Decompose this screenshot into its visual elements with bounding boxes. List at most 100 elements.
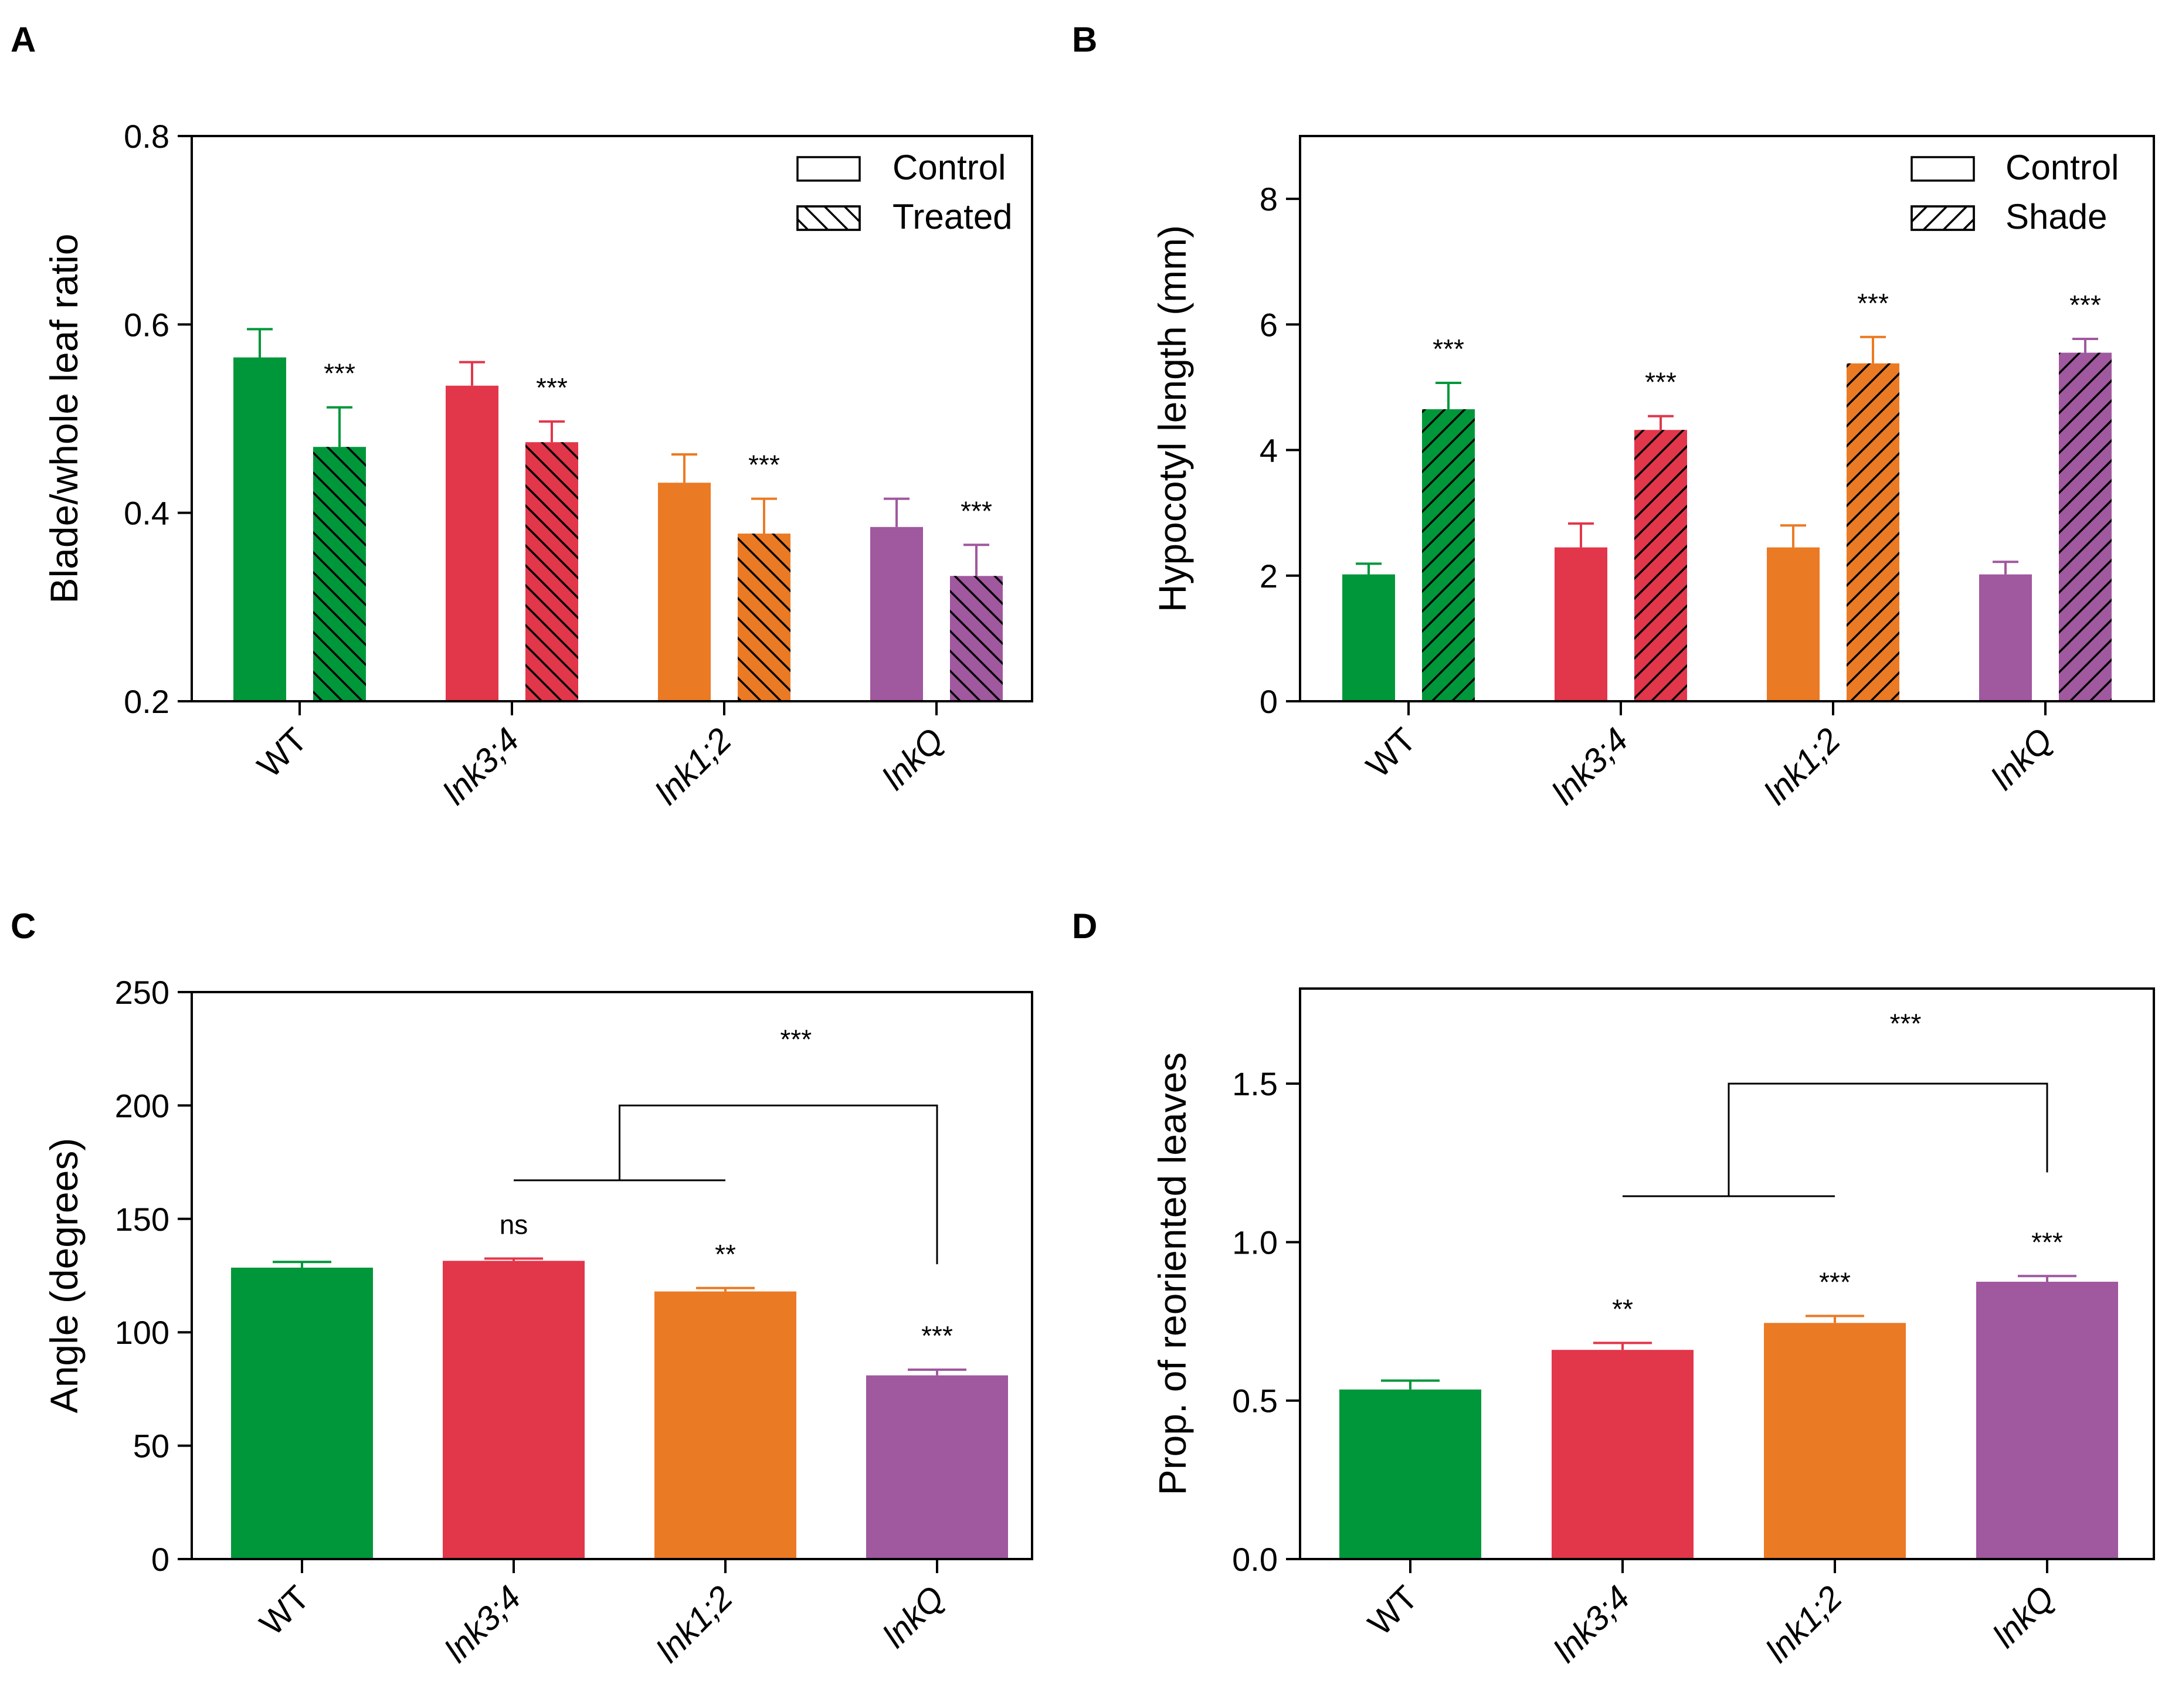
significance-label: *** — [2031, 1227, 2063, 1257]
panel-b: B WT lnk3;4 lnk1;2 lnkQ 0 2 4 6 8 Hypocotyl length… — [1072, 20, 2155, 812]
bar-hatch-lnk3-4-shade — [1634, 430, 1687, 701]
y-tick-label: 8 — [1260, 181, 1278, 218]
bar-lnk1-2-control — [1767, 547, 1820, 701]
y-tick-label: 1.0 — [1232, 1224, 1278, 1261]
bar-hatch-lnkq-shade — [2059, 352, 2112, 701]
category-label-wt: WT — [252, 1578, 317, 1643]
bar-wt-proportion — [1339, 1389, 1481, 1559]
bar-lnk1-2-angle — [654, 1291, 796, 1559]
plot-frame — [1299, 135, 2155, 702]
bar-lnk3-4-angle — [443, 1261, 585, 1559]
significance-label: *** — [1819, 1266, 1851, 1297]
y-tick-label: 0.2 — [124, 683, 169, 720]
significance-label: ** — [715, 1239, 736, 1269]
significance-label: ns — [500, 1209, 528, 1240]
legend-label-shade: Shade — [2005, 197, 2108, 236]
error-bar-lnk1-2-shade — [1860, 335, 1886, 364]
bar-hatch-lnk1-2-shade — [1847, 363, 1899, 701]
category-label-wt: WT — [1359, 721, 1423, 785]
y-axis-title: Prop. of reoriented leaves — [1151, 1052, 1194, 1496]
plot-frame — [191, 135, 1033, 702]
bar-hatch-wt-shade — [1422, 409, 1475, 701]
legend-swatch-control — [796, 156, 861, 182]
category-label-lnkq: lnkQ — [875, 721, 951, 797]
category-label-lnk1-2: lnk1;2 — [1757, 721, 1848, 811]
category-label-lnk1-2: lnk1;2 — [648, 721, 739, 811]
y-tick-label: 200 — [115, 1087, 169, 1124]
error-bar-wt-control — [1356, 562, 1382, 575]
plot-frame — [191, 991, 1033, 1560]
error-bar-lnk1-2-angle — [696, 1286, 755, 1292]
y-tick-label: 0.8 — [124, 118, 169, 155]
bar-hatch-wt-treated — [313, 447, 366, 701]
y-axis-title: Angle (degrees) — [42, 1138, 86, 1414]
y-tick-label: 0 — [151, 1541, 169, 1578]
category-label-wt: WT — [250, 721, 314, 785]
bracket-significance-label: *** — [1890, 1008, 1922, 1039]
category-label-lnk1-2: lnk1;2 — [649, 1578, 740, 1669]
error-bar-lnk1-2-control — [671, 453, 697, 483]
error-bar-lnkq-angle — [908, 1369, 966, 1376]
y-axis-title: Hypocotyl length (mm) — [1151, 225, 1194, 612]
panel-c: C WT lnk3;4 lnk1;2 lnkQ 0 50 100 150 200 250 Angle … — [11, 906, 1033, 1670]
significance-label: *** — [921, 1320, 953, 1351]
legend-label-control: Control — [893, 148, 1006, 187]
legend-swatch-control — [1911, 156, 1975, 182]
bar-wt-control — [233, 357, 286, 701]
error-bar-lnk1-2-control — [1780, 524, 1806, 548]
significance-label: *** — [1433, 334, 1464, 364]
bar-hatch-lnkq-treated — [950, 576, 1003, 701]
comparison-bracket — [514, 1104, 938, 1265]
significance-label: *** — [2069, 290, 2101, 320]
significance-label: *** — [536, 372, 568, 403]
error-bar-lnk3-4-proportion — [1593, 1342, 1652, 1350]
bar-lnk1-2-control — [658, 483, 711, 701]
legend-label-control: Control — [2005, 148, 2119, 187]
panel-letter: A — [11, 20, 36, 59]
significance-label: *** — [1857, 288, 1889, 318]
bar-lnk3-4-control — [446, 385, 498, 701]
legend-label-treated: Treated — [893, 197, 1013, 236]
panel-d: D WT lnk3;4 lnk1;2 lnkQ 0.0 0.5 1.0 1.5 Prop. of … — [1072, 906, 2155, 1670]
y-tick-label: 50 — [133, 1428, 169, 1465]
error-bar-lnkq-control — [1993, 561, 2018, 575]
error-bar-lnkq-treated — [963, 544, 989, 576]
bar-wt-control — [1342, 574, 1395, 701]
y-tick-label: 6 — [1260, 306, 1278, 343]
panel-letter: C — [11, 906, 36, 946]
panel-a: A WT lnk3;4 lnk1;2 lnkQ 0.2 0.4 0.6 0.8 Blade/who… — [11, 20, 1033, 812]
bar-lnkq-control — [1979, 574, 2032, 701]
category-label-lnkq: lnkQ — [1986, 1578, 2062, 1655]
y-tick-label: 0.4 — [124, 495, 169, 532]
category-label-lnk1-2: lnk1;2 — [1759, 1578, 1850, 1669]
error-bar-wt-treated — [327, 406, 352, 447]
legend: Control Shade — [1911, 148, 2119, 236]
error-bar-wt-control — [247, 328, 273, 358]
error-bar-lnk3-4-shade — [1648, 415, 1674, 430]
significance-label: *** — [961, 495, 992, 526]
bar-lnk3-4-control — [1555, 547, 1607, 701]
y-tick-label: 0.5 — [1232, 1383, 1278, 1420]
y-tick-label: 0.6 — [124, 306, 169, 343]
y-tick-label: 0.0 — [1232, 1541, 1278, 1578]
category-label-lnkq: lnkQ — [875, 1578, 952, 1655]
error-bar-lnk3-4-treated — [539, 420, 565, 443]
significance-label: ** — [1612, 1293, 1633, 1324]
bar-lnk3-4-proportion — [1552, 1350, 1694, 1559]
significance-label: *** — [1645, 367, 1677, 398]
bracket-significance-label: *** — [780, 1024, 812, 1055]
bar-wt-angle — [231, 1267, 373, 1559]
y-tick-label: 250 — [115, 974, 169, 1011]
category-label-lnk3-4: lnk3;4 — [437, 1578, 528, 1669]
y-axis-title: Blade/whole leaf ratio — [42, 233, 86, 603]
significance-label: *** — [748, 450, 780, 480]
bar-hatch-lnk3-4-treated — [525, 442, 578, 701]
y-tick-label: 2 — [1260, 558, 1278, 595]
bar-lnk1-2-proportion — [1764, 1323, 1906, 1559]
category-label-wt: WT — [1360, 1578, 1425, 1643]
category-label-lnk3-4: lnk3;4 — [436, 721, 527, 811]
error-bar-lnk3-4-control — [459, 361, 485, 386]
error-bar-wt-angle — [273, 1261, 331, 1268]
category-label-lnk3-4: lnk3;4 — [1545, 721, 1635, 811]
